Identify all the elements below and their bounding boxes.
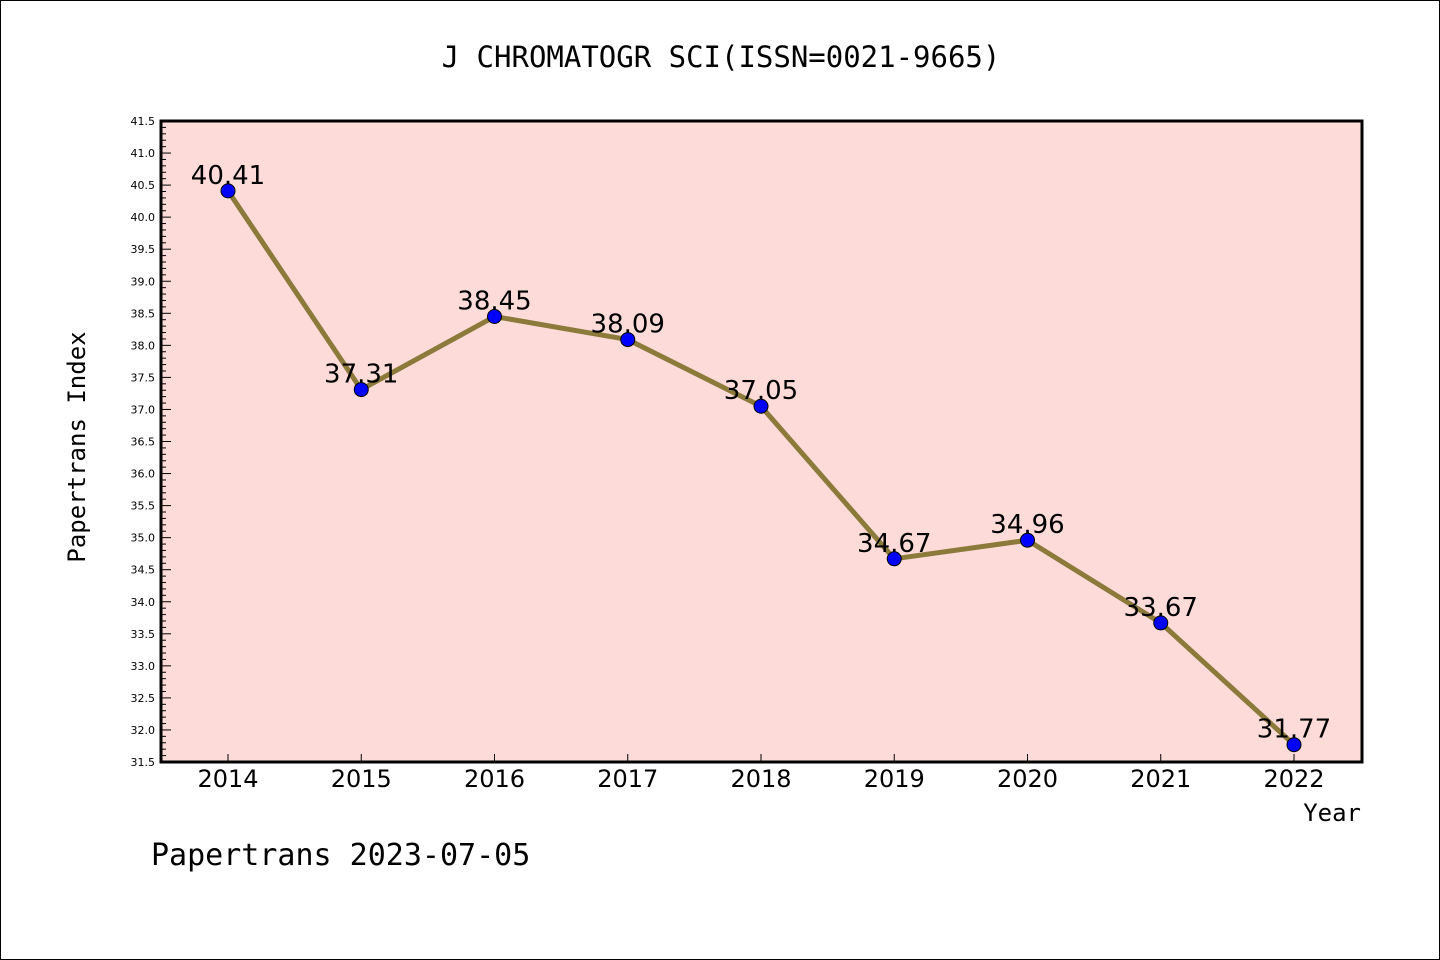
- footer-text: Papertrans 2023-07-05: [151, 838, 530, 873]
- y-tick-label: 40.5: [131, 179, 156, 192]
- y-tick-label: 32.0: [131, 724, 156, 737]
- data-point: [1286, 737, 1302, 753]
- data-label: 38.09: [591, 310, 665, 340]
- y-tick-label: 38.5: [131, 307, 156, 320]
- data-label: 33.67: [1124, 593, 1198, 623]
- y-tick-label: 37.0: [131, 403, 156, 416]
- x-tick-label: 2019: [864, 765, 925, 793]
- y-tick-label: 35.0: [131, 532, 156, 545]
- data-point: [753, 398, 769, 414]
- y-tick-label: 39.5: [131, 243, 156, 256]
- plot-area: [161, 121, 1362, 762]
- y-tick-label: 32.5: [131, 692, 156, 705]
- y-tick-label: 36.0: [131, 468, 156, 481]
- y-axis-ticks: 31.5 32.0 32.5 33.0 33.5 34.0 34.5 35.0 35.5 36.0…: [131, 115, 171, 769]
- y-tick-label: 35.5: [131, 500, 156, 513]
- x-tick-label: 2017: [597, 765, 658, 793]
- chart-title: J CHROMATOGR SCI(ISSN=0021-9665): [442, 40, 1001, 74]
- data-point: [220, 183, 236, 199]
- y-tick-label: 33.0: [131, 660, 156, 673]
- x-axis-label: Year: [1303, 799, 1361, 827]
- data-point: [353, 382, 369, 398]
- series-markers: [220, 183, 1302, 753]
- y-tick-label: 31.5: [131, 756, 156, 769]
- x-tick-label: 2018: [730, 765, 791, 793]
- y-tick-label: 34.0: [131, 596, 156, 609]
- y-tick-label: 33.5: [131, 628, 156, 641]
- x-tick-label: 2015: [331, 765, 392, 793]
- plot-border: [159, 119, 1364, 764]
- x-tick-label: 2016: [464, 765, 525, 793]
- data-label: 34.67: [857, 529, 931, 559]
- y-tick-label: 41.0: [131, 147, 156, 160]
- data-label: 37.31: [324, 360, 398, 390]
- y-tick-label: 39.0: [131, 275, 156, 288]
- data-label: 34.96: [990, 510, 1064, 540]
- data-point: [487, 309, 502, 325]
- x-tick-label: 2022: [1263, 765, 1324, 793]
- data-label: 37.05: [724, 376, 798, 406]
- data-label: 38.45: [457, 287, 531, 317]
- y-tick-label: 41.5: [131, 115, 156, 128]
- y-axis-label: Papertrans Index: [63, 331, 91, 562]
- data-point: [1020, 532, 1035, 548]
- y-tick-label: 38.0: [131, 339, 156, 352]
- data-point: [1153, 615, 1169, 631]
- x-tick-label: 2014: [197, 765, 258, 793]
- x-tick-label: 2021: [1130, 765, 1191, 793]
- data-point: [886, 551, 902, 567]
- y-tick-label: 34.5: [131, 564, 156, 577]
- data-labels: 40.41 37.31 38.45 38.09 37.05 34.67 34.96 33.67…: [191, 161, 1331, 745]
- y-tick-label: 40.0: [131, 211, 156, 224]
- y-tick-label: 37.5: [131, 371, 156, 384]
- x-axis-ticks: 2014 2015 2016 2017 2018 2019 2020 2021 2022: [197, 754, 1325, 793]
- data-label: 40.41: [191, 161, 265, 191]
- data-label: 31.77: [1257, 715, 1331, 745]
- y-tick-label: 36.5: [131, 436, 156, 449]
- x-tick-label: 2020: [997, 765, 1058, 793]
- data-point: [620, 332, 636, 348]
